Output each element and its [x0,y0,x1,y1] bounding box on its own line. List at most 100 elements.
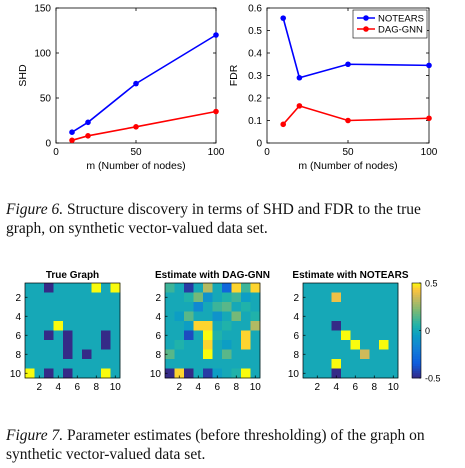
heatmap-title: True Graph [46,270,99,281]
colorbar-segment [412,332,421,336]
heatmap-cell [193,311,204,322]
figure-7-caption-text: Parameter estimates (before thresholding… [6,427,425,463]
heatmap-cell [222,359,232,369]
heatmap-cell [44,321,54,331]
heatmap-cell [350,349,361,360]
heatmap-cell [82,311,92,322]
heatmap-cell [303,340,313,350]
heatmap-cell [369,283,380,293]
heatmap-cell [63,302,73,312]
heatmap-cell [222,321,232,331]
heatmap-cell [350,340,361,350]
plot-frame [55,7,217,144]
y-tick-label: 4 [155,312,161,323]
colorbar-segment [412,321,421,324]
heatmap-cell [82,340,92,350]
y-tick-label: 6 [15,331,21,342]
y-tick-label: 8 [155,350,161,361]
heatmap-cell [350,283,361,293]
heatmap-cell [331,292,342,303]
colorbar-segment [412,311,421,315]
y-tick-label: 0.1 [248,116,262,127]
heatmap-cell [193,283,204,293]
heatmap-cell [72,292,83,303]
heatmap-cell [101,311,111,322]
x-tick-label: 50 [342,147,354,158]
heatmap-cell [44,359,54,369]
heatmap-cell [165,283,175,293]
y-tick-label: 10 [150,369,162,380]
data-point-notears [133,80,139,87]
heatmap-cell [222,283,232,293]
heatmap-cell [72,283,83,293]
heatmap-cell [331,359,342,369]
heatmap-cell [165,330,175,341]
heatmap-cell [303,330,313,341]
heatmap-cell [241,321,251,331]
colorbar-segment [412,354,421,358]
heatmap-cell [250,321,261,331]
x-tick-label: 100 [421,147,438,158]
heatmap-cell [165,311,175,322]
heatmap-cell [34,330,45,341]
heatmap-cell [250,330,261,341]
heatmap-cell [193,368,204,379]
heatmap-cell [34,349,45,360]
heatmap-cell [184,283,194,293]
heatmap-cell [174,321,185,331]
heatmap-cell [312,359,323,369]
heatmap-cell [322,321,332,331]
heatmap-cell [322,302,332,312]
heatmap-cell [341,349,351,360]
heatmap-cell [303,283,313,293]
legend-box [352,9,428,39]
heatmap-cell [331,283,342,293]
heatmap-cell [174,330,185,341]
heatmap-cell [44,368,54,379]
heatmap-cell [91,330,102,341]
heatmap-cell [165,349,175,360]
heatmap-cell [25,302,35,312]
y-tick-label: 0.6 [248,4,262,15]
heatmap-cell [322,359,332,369]
heatmap-cell [360,283,370,293]
heatmap-cell [165,302,175,312]
heatmap-cell [72,340,83,350]
colorbar-tick-label: 0 [425,326,430,336]
heatmap-cell [222,330,232,341]
heatmap-cell [360,321,370,331]
heatmap-cell [174,340,185,350]
heatmap-cell [360,330,370,341]
x-tick-label: 6 [214,382,220,393]
figure-6-label: Figure 6. [6,201,64,218]
legend-label: NOTEARS [378,14,424,25]
heatmap-cell [82,368,92,379]
heatmap-cell [72,359,83,369]
heatmap-cell [184,330,194,341]
heatmap-cell [34,283,45,293]
heatmap-cell [25,321,35,331]
heatmap-cell [203,359,213,369]
series-line-dag-gnn [71,110,217,142]
heatmap-cell [72,302,83,312]
colorbar-segment [412,316,421,320]
heatmap-cell [212,302,223,312]
heatmap-cell [312,302,323,312]
data-point-notears [213,32,219,38]
data-point-notears [85,119,91,126]
heatmap-cell [388,302,399,312]
heatmap-cell [350,359,361,369]
colorbar-segment [412,373,421,377]
heatmap-cell [250,349,261,360]
heatmap-cell [184,311,194,322]
y-tick-label: 100 [34,49,51,60]
heatmap-cell [53,359,64,369]
heatmap-cell [388,283,399,293]
heatmap-cell [53,292,64,303]
heatmap-cell [91,302,102,312]
heatmap-cell [241,311,251,322]
heatmap-cell [231,359,242,369]
y-tick-label: 10 [288,369,300,380]
colorbar-segment [412,361,421,365]
heatmap-cell [53,330,64,341]
